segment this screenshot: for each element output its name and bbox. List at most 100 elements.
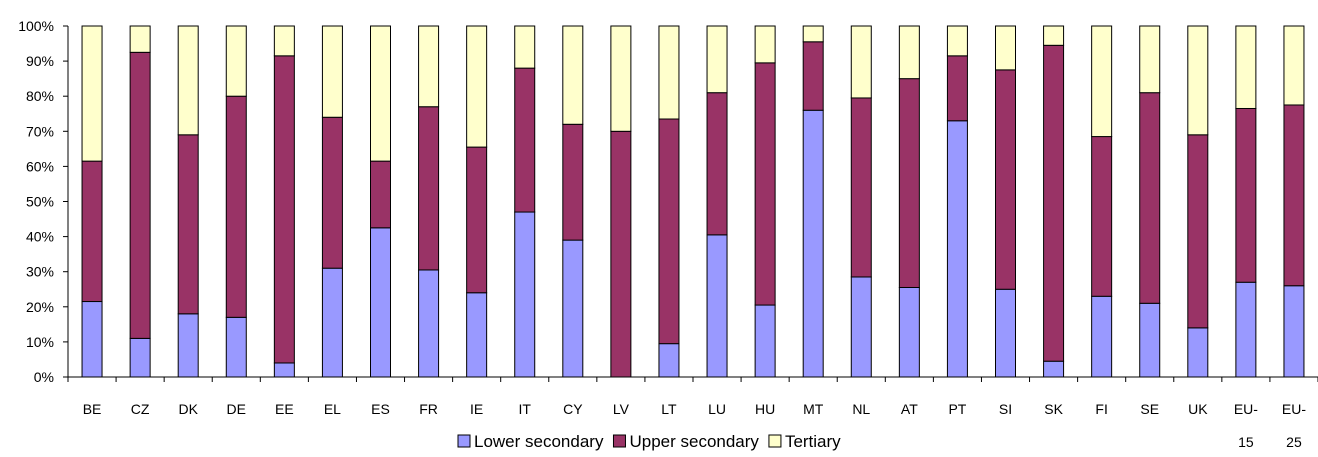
bar-segment-lower-secondary — [370, 227, 391, 378]
x-tick-label: EE — [275, 401, 294, 417]
bar-segment-upper-secondary — [177, 134, 199, 315]
legend: Lower secondary Upper secondary Tertiary — [457, 432, 841, 451]
bar-segment-tertiary — [610, 25, 632, 132]
legend-swatch-lower-secondary — [457, 434, 471, 448]
x-tick-label: AT — [901, 401, 918, 417]
x-tick-label: EL — [324, 401, 341, 417]
bar-segment-upper-secondary — [706, 92, 728, 236]
x-tick-label: NL — [852, 401, 870, 417]
bar-segment-upper-secondary — [562, 123, 584, 241]
x-tick-label: FR — [419, 401, 438, 417]
bar-segment-lower-secondary — [754, 304, 776, 378]
bar-segment-tertiary — [1187, 25, 1209, 136]
bar-segment-lower-secondary — [514, 211, 536, 378]
y-tick-label: 0% — [34, 369, 54, 385]
bar-segment-tertiary — [898, 25, 920, 80]
y-tick-label: 70% — [26, 123, 54, 139]
bar-segment-tertiary — [946, 25, 968, 57]
bar-segment-tertiary — [466, 25, 488, 148]
bar-segment-upper-secondary — [1139, 92, 1161, 304]
x-tick-label: BE — [83, 401, 102, 417]
bar-segment-upper-secondary — [1187, 134, 1209, 329]
bar-segment-upper-secondary — [1043, 44, 1065, 362]
y-tick-label: 100% — [18, 18, 54, 34]
x-tick-label: LU — [708, 401, 726, 417]
x-tick-label: ES — [371, 401, 390, 417]
y-tick-label: 40% — [26, 229, 54, 245]
bar-segment-upper-secondary — [466, 146, 488, 294]
x-tick-label: LV — [613, 401, 630, 417]
bar-segment-upper-secondary — [418, 106, 440, 271]
x-tick-label: CY — [563, 401, 583, 417]
y-axis: 0% 10% 20% 30% 40% 50% 60% 70% 80% 90% 100% — [18, 18, 69, 385]
bar-segment-tertiary — [658, 25, 680, 120]
bar-segment-lower-secondary — [658, 343, 680, 378]
bar-segment-lower-secondary — [129, 337, 151, 378]
bar-segment-upper-secondary — [802, 41, 824, 111]
x-tick-label: CZ — [131, 401, 150, 417]
x-tick-label: SE — [1140, 401, 1159, 417]
x-tick-label: 25 — [1286, 434, 1302, 450]
bar-segment-tertiary — [995, 25, 1016, 71]
x-tick-label: PT — [948, 401, 966, 417]
bar-segment-tertiary — [418, 25, 440, 108]
bar-segment-lower-secondary — [850, 276, 872, 378]
legend-swatch-tertiary — [768, 434, 782, 448]
bar-segment-upper-secondary — [321, 116, 343, 269]
bar-segment-upper-secondary — [850, 97, 872, 278]
bar-segment-lower-secondary — [1139, 302, 1161, 378]
bar-segment-tertiary — [754, 25, 776, 64]
bar-segment-tertiary — [129, 25, 151, 53]
bar-segment-upper-secondary — [658, 118, 680, 345]
x-tick-label: DK — [178, 401, 198, 417]
bar-segment-upper-secondary — [370, 160, 391, 229]
x-tick-label: SI — [999, 401, 1012, 417]
bar-segment-tertiary — [321, 25, 343, 118]
bar-segment-tertiary — [562, 25, 584, 125]
bar-segment-lower-secondary — [1283, 285, 1305, 378]
bar-segment-lower-secondary — [321, 267, 343, 378]
y-tick-label: 80% — [26, 88, 54, 104]
bar-segment-tertiary — [225, 25, 247, 97]
x-tick-label: IE — [470, 401, 483, 417]
y-tick-label: 30% — [26, 264, 54, 280]
bar-segment-upper-secondary — [610, 130, 632, 378]
bar-segment-lower-secondary — [177, 313, 199, 378]
bar-segment-lower-secondary — [1235, 281, 1257, 378]
y-tick-label: 20% — [26, 299, 54, 315]
bar-segment-lower-secondary — [706, 234, 728, 378]
bar-segment-tertiary — [1091, 25, 1113, 138]
y-tick-label: 10% — [26, 334, 54, 350]
bar-segment-upper-secondary — [754, 62, 776, 306]
bar-segment-upper-secondary — [81, 160, 103, 303]
bar-segment-lower-secondary — [81, 301, 103, 378]
legend-label-lower-secondary: Lower secondary — [474, 432, 604, 451]
bar-segment-upper-secondary — [129, 51, 151, 339]
x-tick-label: IT — [519, 401, 532, 417]
bar-segment-lower-secondary — [562, 239, 584, 378]
bar-segment-lower-secondary — [1091, 295, 1113, 378]
x-tick-label: EU- — [1282, 401, 1306, 417]
bar-segment-tertiary — [1235, 25, 1257, 109]
bar-segment-lower-secondary — [802, 109, 824, 378]
bar-segment-upper-secondary — [273, 55, 295, 364]
x-tick-label: LT — [661, 401, 677, 417]
bar-segment-upper-secondary — [946, 55, 968, 122]
legend-label-upper-secondary: Upper secondary — [629, 432, 759, 451]
bar-segment-tertiary — [273, 25, 295, 57]
bar-segment-lower-secondary — [898, 287, 920, 378]
x-tick-label: HU — [755, 401, 775, 417]
legend-swatch-upper-secondary — [612, 434, 626, 448]
bar-segment-tertiary — [850, 25, 872, 99]
bar-segment-tertiary — [706, 25, 728, 94]
bar-segment-lower-secondary — [466, 292, 488, 378]
bar-segment-tertiary — [81, 25, 103, 162]
bar-segment-lower-secondary — [995, 288, 1016, 378]
bar-segment-lower-secondary — [418, 269, 440, 378]
bar-segment-lower-secondary — [273, 362, 295, 378]
bar-segment-upper-secondary — [898, 78, 920, 288]
bar-segment-tertiary — [802, 25, 824, 43]
x-tick-label: EU- — [1234, 401, 1258, 417]
x-tick-label: DE — [227, 401, 246, 417]
